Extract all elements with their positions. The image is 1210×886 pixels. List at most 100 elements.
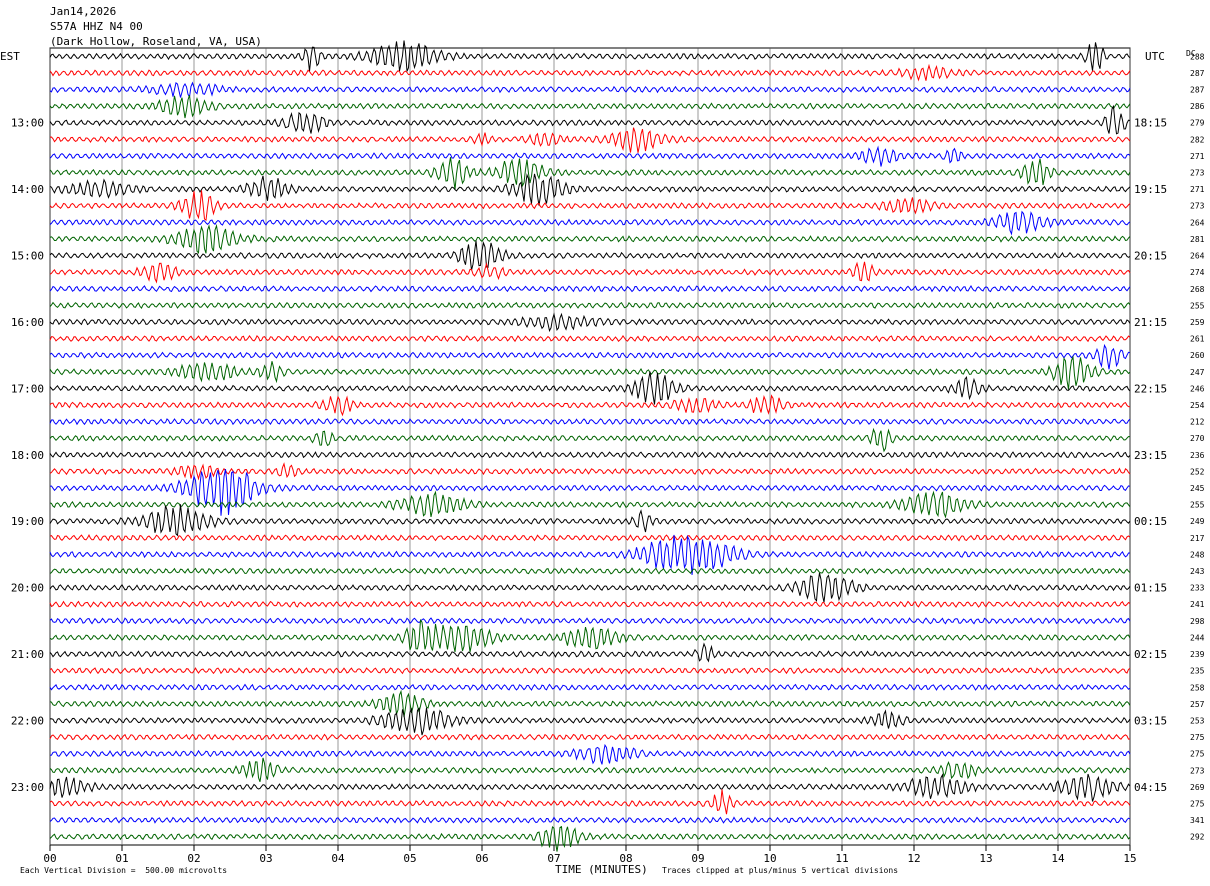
dc-offset-label: 270 <box>1190 434 1205 443</box>
x-tick-label: 08 <box>619 852 632 865</box>
dc-offset-label: 288 <box>1190 52 1205 61</box>
x-tick-label: 12 <box>907 852 920 865</box>
right-hour-label: 22:15 <box>1134 382 1167 395</box>
dc-offset-label: 261 <box>1190 335 1205 344</box>
seismic-trace <box>49 490 1131 519</box>
dc-offset-label: 287 <box>1190 69 1205 78</box>
dc-offset-label: 279 <box>1190 119 1205 128</box>
seismic-trace <box>49 394 1131 417</box>
dc-offset-label: 292 <box>1190 833 1205 842</box>
dc-offset-label: 249 <box>1190 517 1205 526</box>
seismic-trace <box>49 173 1131 206</box>
seismic-trace <box>49 40 1131 72</box>
plot-frame <box>49 47 1131 846</box>
dc-offset-label: 260 <box>1190 351 1205 360</box>
seismic-trace <box>49 145 1131 167</box>
left-hour-label: 22:00 <box>11 714 44 727</box>
dc-offset-label: 254 <box>1190 401 1205 410</box>
dc-offset-label: 275 <box>1190 750 1205 759</box>
dc-offset-label: 241 <box>1190 600 1205 609</box>
seismic-trace <box>49 223 1131 254</box>
dc-offset-label: 248 <box>1190 550 1205 559</box>
left-timezone-label: EST <box>0 50 20 63</box>
seismic-trace <box>49 371 1131 405</box>
right-hour-label: 00:15 <box>1134 515 1167 528</box>
dc-offset-label: 268 <box>1190 285 1205 294</box>
seismic-trace <box>49 533 1131 542</box>
dc-offset-label: 247 <box>1190 368 1205 377</box>
left-hour-label: 17:00 <box>11 382 44 395</box>
right-hour-label: 02:15 <box>1134 648 1167 661</box>
dc-offset-label: 273 <box>1190 202 1205 211</box>
dc-offset-label: 271 <box>1190 185 1205 194</box>
seismic-trace <box>49 94 1131 119</box>
seismic-trace <box>49 773 1131 802</box>
seismic-trace <box>49 757 1131 782</box>
right-hour-label: 20:15 <box>1134 250 1167 263</box>
seismic-trace <box>49 469 1131 516</box>
right-hour-label: 04:15 <box>1134 781 1167 794</box>
station-location: (Dark Hollow, Roseland, VA, USA) <box>50 35 262 48</box>
right-timezone-label: UTC <box>1145 50 1165 63</box>
seismic-trace <box>49 683 1131 691</box>
clip-note: Traces clipped at plus/minus 5 vertical … <box>662 866 899 875</box>
left-hour-label: 20:00 <box>11 582 44 595</box>
right-hour-label: 23:15 <box>1134 449 1167 462</box>
station-code: S57A HHZ N4 00 <box>50 20 143 33</box>
x-tick-label: 10 <box>763 852 776 865</box>
dc-offset-label: 257 <box>1190 700 1205 709</box>
seismic-trace <box>49 63 1131 82</box>
seismic-trace <box>49 743 1131 765</box>
seismic-trace <box>49 462 1131 481</box>
dc-offset-label: 275 <box>1190 799 1205 808</box>
dc-offset-label: 264 <box>1190 218 1205 227</box>
scale-note: Each Vertical Division = 500.00 microvol… <box>20 866 228 875</box>
left-hour-label: 19:00 <box>11 515 44 528</box>
seismic-trace <box>49 343 1131 370</box>
seismic-trace <box>49 301 1131 310</box>
x-tick-label: 09 <box>691 852 704 865</box>
seismic-trace <box>49 190 1131 222</box>
left-hour-label: 23:00 <box>11 781 44 794</box>
dc-header-label: DC <box>1186 49 1196 58</box>
seismic-trace <box>49 666 1131 675</box>
seismic-trace <box>49 261 1131 284</box>
seismic-trace <box>49 733 1131 741</box>
dc-offset-label: 281 <box>1190 235 1205 244</box>
dc-offset-label: 282 <box>1190 135 1205 144</box>
dc-offset-label: 255 <box>1190 501 1205 510</box>
seismic-trace <box>49 127 1131 153</box>
x-tick-label: 06 <box>475 852 488 865</box>
x-tick-label: 05 <box>403 852 416 865</box>
seismic-trace <box>49 617 1131 625</box>
left-hour-label: 18:00 <box>11 449 44 462</box>
x-tick-label: 02 <box>187 852 200 865</box>
seismic-trace <box>49 600 1131 608</box>
x-tick-label: 15 <box>1123 852 1136 865</box>
seismic-trace <box>49 789 1131 815</box>
dc-offset-label: 269 <box>1190 783 1205 792</box>
seismic-trace <box>49 642 1131 663</box>
dc-offset-label: 255 <box>1190 301 1205 310</box>
dc-offset-label: 217 <box>1190 534 1205 543</box>
x-tick-label: 13 <box>979 852 992 865</box>
dc-offset-label: 245 <box>1190 484 1205 493</box>
seismic-trace <box>49 707 1131 736</box>
dc-offset-label: 273 <box>1190 169 1205 178</box>
x-tick-label: 03 <box>259 852 272 865</box>
seismic-trace <box>49 312 1131 333</box>
seismic-trace <box>49 355 1131 390</box>
dc-offset-label: 243 <box>1190 567 1205 576</box>
right-hour-label: 21:15 <box>1134 316 1167 329</box>
seismic-trace <box>49 285 1131 293</box>
seismic-trace <box>49 210 1131 236</box>
right-hour-label: 18:15 <box>1134 117 1167 130</box>
seismic-trace <box>49 104 1131 135</box>
right-hour-label: 03:15 <box>1134 714 1167 727</box>
dc-offset-label: 271 <box>1190 152 1205 161</box>
x-tick-label: 14 <box>1051 852 1065 865</box>
dc-offset-label: 246 <box>1190 384 1205 393</box>
seismic-trace <box>49 427 1131 453</box>
seismic-trace <box>49 451 1131 459</box>
right-hour-label: 01:15 <box>1134 582 1167 595</box>
